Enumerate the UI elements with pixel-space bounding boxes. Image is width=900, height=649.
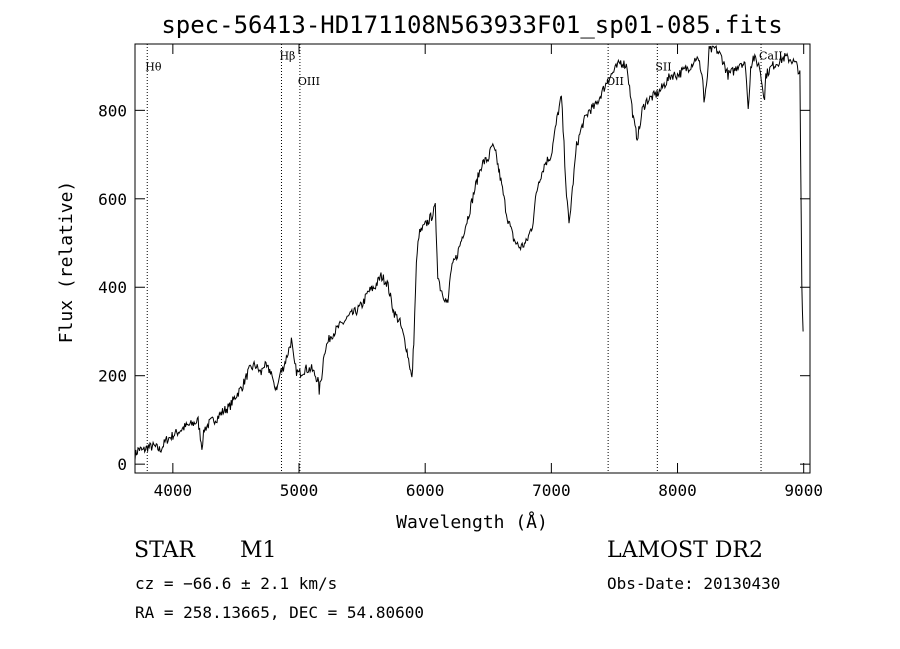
line-marker-label: CaII	[759, 49, 783, 62]
line-marker-label: Hθ	[145, 61, 162, 74]
coordinates: RA = 258.13665, DEC = 54.80600	[135, 603, 424, 622]
x-tick-label: 9000	[784, 481, 823, 500]
y-tick-label: 600	[98, 190, 127, 209]
x-tick-label: 5000	[280, 481, 319, 500]
plot-frame	[134, 43, 811, 474]
y-tick-label: 400	[98, 278, 127, 297]
line-marker-label: OII	[606, 75, 624, 88]
chart-title: spec-56413-HD171108N563933F01_sp01-085.f…	[161, 11, 782, 39]
y-tick-label: 800	[98, 101, 127, 120]
survey-name: LAMOST DR2	[607, 538, 763, 563]
redshift-readout: cz = −66.6 ± 2.1 km/s	[135, 574, 338, 593]
x-axis-label: Wavelength (Å)	[396, 511, 548, 533]
x-tick-label: 6000	[406, 481, 445, 500]
spectrum-line	[134, 45, 804, 461]
y-tick-label: 200	[98, 367, 127, 386]
object-class: STAR	[134, 538, 195, 563]
x-tick-label: 8000	[658, 481, 697, 500]
x-tick-label: 4000	[154, 481, 193, 500]
line-marker-label: SII	[655, 61, 671, 74]
obs-date: Obs-Date: 20130430	[607, 574, 781, 593]
line-marker-label: OIII	[298, 75, 320, 88]
x-tick-label: 7000	[532, 481, 571, 500]
y-axis-label: Flux (relative)	[56, 181, 77, 344]
line-marker-label: Hβ	[279, 49, 295, 62]
object-subclass: M1	[240, 538, 277, 563]
y-tick-label: 0	[117, 455, 127, 474]
